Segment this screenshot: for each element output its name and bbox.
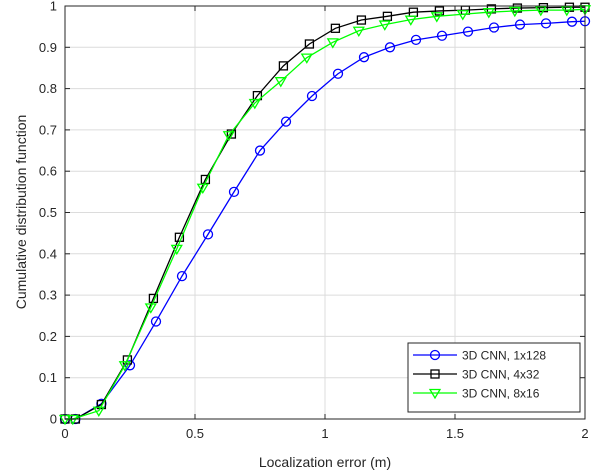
axis-ticks: 0 0.5 1 1.5 2 0 0.1 0.2 0.3 0.4 0.5 0.6 0.7 0.8 0.9 1 xyxy=(39,0,589,441)
data-point xyxy=(488,22,500,33)
data-point xyxy=(356,15,367,25)
data-point xyxy=(280,116,292,127)
legend-swatch-marker xyxy=(428,388,442,400)
data-point xyxy=(436,30,448,41)
y-tick-label: 0.3 xyxy=(39,288,57,303)
legend: 3D CNN, 1x128 3D CNN, 4x32 3D CNN, 8x16 xyxy=(407,342,581,413)
legend-entry: 3D CNN, 8x16 xyxy=(413,387,540,401)
data-point xyxy=(534,5,547,17)
y-tick-label: 0.9 xyxy=(39,40,57,55)
data-point xyxy=(274,77,287,88)
data-point xyxy=(326,38,339,49)
data-point xyxy=(254,145,266,156)
y-tick-label: 0.1 xyxy=(39,370,57,385)
series-layer xyxy=(58,2,592,426)
data-point xyxy=(196,183,209,195)
y-tick-label: 0.8 xyxy=(39,81,57,96)
data-point xyxy=(384,42,396,53)
series-line xyxy=(65,20,586,420)
y-tick-label: 0.6 xyxy=(39,164,57,179)
y-tick-label: 0.4 xyxy=(39,246,57,261)
data-point xyxy=(248,98,261,110)
y-tick-label: 0.2 xyxy=(39,329,57,344)
y-tick-label: 1 xyxy=(50,0,57,14)
data-point xyxy=(118,361,131,372)
data-point xyxy=(430,12,443,23)
data-point xyxy=(358,52,370,63)
series-line xyxy=(65,8,586,420)
x-axis-label: Localization error (m) xyxy=(259,454,391,470)
data-point xyxy=(176,270,188,282)
data-point xyxy=(508,6,521,18)
data-point xyxy=(150,316,162,327)
data-point xyxy=(228,186,240,198)
data-point xyxy=(144,303,157,314)
data-point xyxy=(300,53,313,64)
y-tick-label: 0 xyxy=(50,412,57,427)
legend-label: 3D CNN, 8x16 xyxy=(462,387,540,401)
data-point xyxy=(306,90,318,102)
data-point xyxy=(566,16,578,27)
data-point xyxy=(352,26,365,38)
data-point xyxy=(378,20,391,31)
data-point xyxy=(540,18,552,29)
data-point xyxy=(222,131,235,142)
y-tick-label: 0.7 xyxy=(39,122,57,137)
x-tick-label: 1.5 xyxy=(446,426,464,441)
data-point xyxy=(66,414,79,426)
data-point xyxy=(462,26,474,37)
data-point xyxy=(202,229,214,240)
legend-entry: 3D CNN, 4x32 xyxy=(413,368,540,382)
data-point xyxy=(434,6,445,16)
data-point xyxy=(404,15,417,26)
x-tick-label: 1 xyxy=(321,426,328,441)
data-point xyxy=(170,244,183,256)
data-point xyxy=(304,39,315,49)
data-point xyxy=(330,23,341,33)
data-point xyxy=(92,406,105,418)
data-point xyxy=(560,5,573,17)
data-point xyxy=(410,34,422,46)
x-tick-label: 0 xyxy=(61,426,68,441)
grid-lines xyxy=(65,6,585,419)
legend-swatch-marker xyxy=(429,349,441,361)
y-tick-label: 0.5 xyxy=(39,205,57,220)
data-point xyxy=(514,19,526,30)
data-point xyxy=(332,68,344,79)
x-tick-label: 0.5 xyxy=(186,426,204,441)
legend-entry: 3D CNN, 1x128 xyxy=(413,349,546,363)
data-point xyxy=(456,10,469,21)
data-point xyxy=(482,8,495,19)
legend-label: 3D CNN, 1x128 xyxy=(462,349,546,363)
y-axis-label: Cumulative distribution function xyxy=(13,115,29,310)
legend-swatch-marker xyxy=(430,369,440,379)
data-point xyxy=(226,129,237,139)
data-point xyxy=(122,355,133,365)
legend-label: 3D CNN, 4x32 xyxy=(462,368,540,382)
x-tick-label: 2 xyxy=(581,426,588,441)
data-point xyxy=(382,11,393,21)
data-point xyxy=(278,61,289,71)
data-point xyxy=(96,399,107,410)
